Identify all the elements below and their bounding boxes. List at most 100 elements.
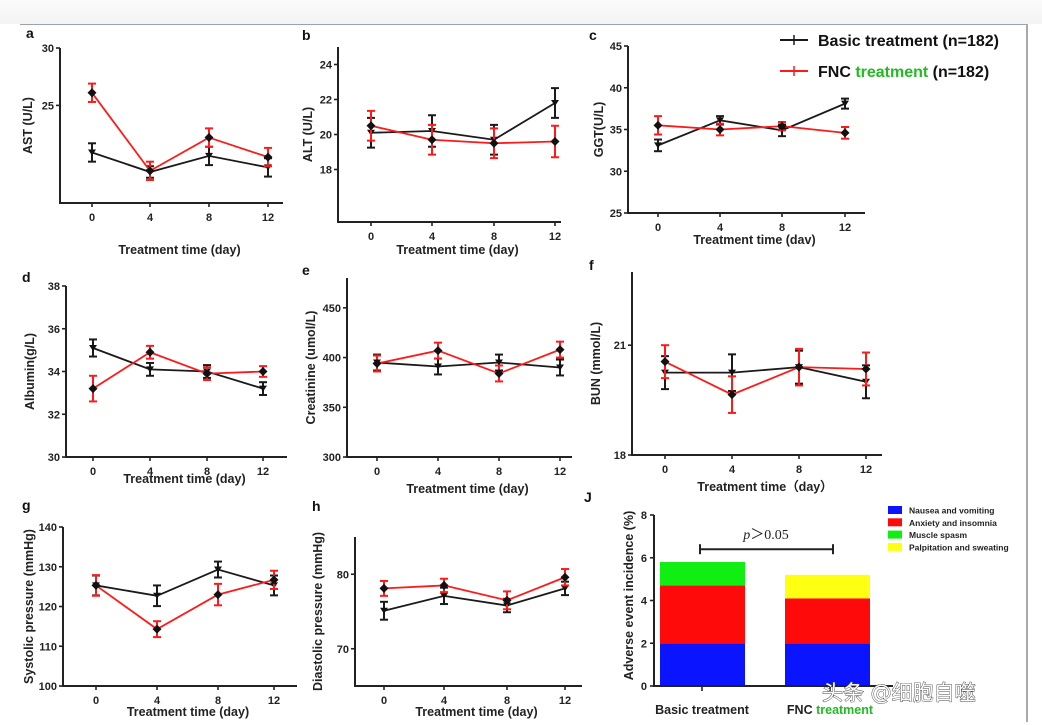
line-legend: Basic treatment (n=182) FNC treatment (n… <box>780 33 999 81</box>
x-tick-label: 0 <box>368 231 374 243</box>
panel-e: e 300 350 400 450 0 4 8 12 Treatment time (day) Cr… <box>302 262 572 496</box>
series-basic <box>367 87 559 156</box>
data-point <box>258 367 268 376</box>
data-point <box>434 363 442 370</box>
x-tick-label: 12 <box>549 231 561 243</box>
data-point <box>88 384 98 394</box>
axis-lines <box>62 527 297 687</box>
x-axis-label: Treatment time (day) <box>127 705 249 719</box>
x-tick-label: 12 <box>268 695 280 707</box>
series-basic <box>89 338 267 397</box>
panel-d: d 30 32 34 36 38 0 4 8 12 Treatment time (day) Albu… <box>22 269 287 486</box>
series-line <box>664 360 867 396</box>
y-tick-label: 36 <box>48 324 60 336</box>
bar-segment <box>660 643 745 686</box>
x-axis-label: Treatment time (dav) <box>693 233 815 247</box>
x-tick-label: 8 <box>206 212 212 224</box>
x-tick-label: 4 <box>441 695 448 707</box>
axis-lines <box>354 537 582 687</box>
y-tick-label: 38 <box>48 281 60 293</box>
data-point <box>89 344 97 351</box>
y-tick-label: 350 <box>323 402 341 414</box>
data-point <box>204 133 214 143</box>
data-point <box>263 152 273 162</box>
panel-letter: c <box>589 27 597 43</box>
y-tick-label: 6 <box>641 553 647 565</box>
data-point <box>440 592 448 599</box>
panel-h: h 70 80 0 4 8 12 Treatment time (day) Diastolic … <box>311 498 582 719</box>
x-tick-label: 12 <box>257 466 269 478</box>
panel-a: a 25 30 0 4 8 12 Treatment time (day) AST (U/L) <box>21 25 283 257</box>
y-tick-label: 80 <box>337 569 349 581</box>
data-point <box>87 88 97 98</box>
data-point <box>153 592 161 599</box>
series-line <box>92 347 264 390</box>
x-category-label-main: FNC <box>787 703 816 717</box>
y-tick-label: 34 <box>48 367 61 379</box>
y-tick-label: 40 <box>610 83 622 95</box>
axis-lines <box>59 48 283 204</box>
bar-legend-swatch <box>888 542 902 551</box>
series-line <box>91 92 269 173</box>
panel-J: J 0 2 4 6 8 Basic treatment FNC treatment Advers… <box>584 489 1009 717</box>
y-tick-label: 25 <box>42 100 54 112</box>
legend-entry-basic: Basic treatment (n=182) <box>780 33 999 50</box>
x-tick-label: 0 <box>374 466 380 478</box>
series-fnc <box>366 109 560 160</box>
series-basic <box>654 97 849 153</box>
data-point <box>489 138 499 148</box>
y-tick-label: 22 <box>320 95 332 107</box>
legend-label-fnc: FNC treatment (n=182) <box>818 64 989 81</box>
data-point <box>379 583 389 593</box>
y-tick-label: 35 <box>610 125 622 137</box>
bar-segment <box>660 562 745 586</box>
bar-legend: Nausea and vomiting Anxiety and insomnia M… <box>888 506 1009 552</box>
x-tick-label: 0 <box>90 466 96 478</box>
data-point <box>214 566 222 573</box>
series-fnc <box>660 344 871 414</box>
series-fnc <box>653 115 850 140</box>
bar-legend-swatch <box>888 518 902 527</box>
y-tick-label: 450 <box>323 303 341 315</box>
x-tick-label: 8 <box>779 222 785 234</box>
y-tick-label: 8 <box>641 510 647 522</box>
series-fnc <box>88 344 268 403</box>
x-tick-label: 12 <box>860 464 872 476</box>
x-tick-label: 8 <box>204 466 210 478</box>
y-tick-label: 20 <box>320 130 332 142</box>
bar-segment <box>660 585 745 644</box>
y-tick-label: 18 <box>614 450 626 462</box>
panel-g: g 100 110 120 130 140 0 4 8 12 Treatment time (day… <box>22 497 297 719</box>
data-point <box>840 128 850 138</box>
data-point <box>551 100 559 106</box>
data-point <box>555 345 565 355</box>
data-point <box>660 357 670 367</box>
watermark-text: 头条 @细胞自噬 <box>822 681 976 705</box>
x-tick-label: 8 <box>796 464 802 476</box>
x-tick-label: 12 <box>554 466 566 478</box>
y-tick-label: 45 <box>610 41 622 53</box>
legend-entry-fnc: FNC treatment (n=182) <box>780 64 989 81</box>
series-fnc <box>91 569 279 639</box>
series-line <box>370 124 556 145</box>
x-tick-label: 4 <box>435 466 442 478</box>
axis-lines <box>337 47 561 223</box>
x-axis-label: Treatment time (day) <box>118 243 240 257</box>
bar-legend-swatch <box>888 530 902 539</box>
x-tick-label: 4 <box>147 212 154 224</box>
panel-letter: b <box>302 27 311 43</box>
series-fnc <box>379 568 570 611</box>
y-tick-label: 32 <box>48 409 60 421</box>
y-tick-label: 400 <box>323 353 341 365</box>
x-axis-label: Treatment time（day） <box>697 479 832 494</box>
x-category-label: FNC treatment <box>787 703 874 717</box>
y-tick-label: 21 <box>614 340 626 352</box>
x-tick-label: 0 <box>381 695 387 707</box>
series-fnc <box>372 340 565 383</box>
x-axis-label: Treatment time (day) <box>396 243 518 257</box>
p-value-label: p＞0.05 <box>742 528 789 543</box>
bar-legend-label: Nausea and vomiting <box>909 506 995 516</box>
bar-legend-label: Anxiety and insomnia <box>909 518 997 528</box>
x-axis-label: Treatment time (day) <box>123 472 245 486</box>
y-tick-label: 300 <box>323 452 341 464</box>
